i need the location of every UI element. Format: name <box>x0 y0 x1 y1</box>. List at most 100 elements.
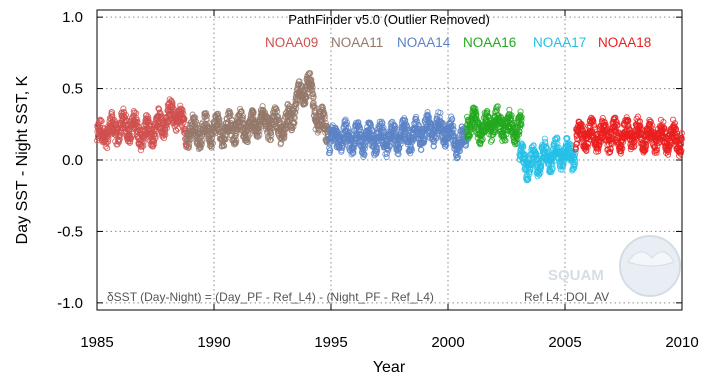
x-tick-label: 1990 <box>197 334 230 351</box>
data-point <box>208 143 215 150</box>
data-point <box>267 136 274 143</box>
data-point <box>244 139 251 146</box>
data-point <box>631 142 638 149</box>
data-point <box>321 115 328 123</box>
data-point <box>277 139 285 146</box>
squam-noaa-logo: SQUAM <box>548 235 681 297</box>
data-point <box>162 128 169 135</box>
data-point <box>309 87 316 94</box>
data-point <box>293 100 300 107</box>
data-point <box>661 125 668 132</box>
data-point <box>134 119 141 126</box>
data-point <box>307 70 314 77</box>
data-point <box>238 108 245 115</box>
data-point <box>143 111 150 119</box>
data-point <box>678 140 685 147</box>
data-point <box>479 136 486 143</box>
legend-entry-noaa18: NOAA18 <box>598 35 651 50</box>
data-point <box>396 144 403 152</box>
data-point <box>660 118 667 126</box>
data-point <box>199 137 206 144</box>
data-point <box>671 120 678 127</box>
data-point <box>618 144 625 151</box>
axis-ticks: 1985 1990 1995 2000 2005 2010 -1.0 -0.5 0.0 0.5 1.… <box>57 9 699 351</box>
data-point <box>290 120 298 127</box>
data-point <box>191 117 198 124</box>
data-point <box>418 146 425 153</box>
data-point <box>506 106 513 113</box>
data-point <box>310 90 317 98</box>
data-point <box>134 116 141 124</box>
data-point <box>430 143 437 150</box>
data-point <box>198 140 205 147</box>
series-noaa09 <box>94 96 191 154</box>
legend-entry-noaa16: NOAA16 <box>463 35 516 50</box>
data-point <box>145 115 152 122</box>
data-point <box>522 155 529 162</box>
data-point <box>653 149 660 156</box>
data-point <box>678 147 685 154</box>
data-point <box>127 138 134 145</box>
data-point <box>203 112 210 119</box>
data-point <box>105 138 112 145</box>
data-point <box>215 113 222 120</box>
data-point <box>472 105 479 112</box>
data-point <box>290 123 297 130</box>
data-point <box>595 148 602 155</box>
legend: NOAA09 NOAA11 NOAA14 NOAA16 NOAA17 NOAA18 <box>265 35 651 50</box>
data-point <box>186 140 193 147</box>
data-point <box>102 143 109 150</box>
data-point <box>584 144 591 151</box>
data-point <box>472 108 479 115</box>
y-tick-label: -1.0 <box>57 295 83 312</box>
data-point <box>350 149 357 156</box>
data-point <box>309 81 316 88</box>
data-point <box>322 119 329 126</box>
legend-entry-noaa17: NOAA17 <box>533 35 586 50</box>
series-noaa17 <box>516 134 579 184</box>
data-point <box>372 148 379 155</box>
series-noaa11 <box>184 70 332 153</box>
data-point <box>259 103 266 110</box>
x-tick-label: 2010 <box>665 334 698 351</box>
data-point <box>524 160 531 167</box>
data-point <box>140 142 147 149</box>
data-point <box>674 130 681 137</box>
data-point <box>309 84 316 91</box>
data-point <box>661 128 668 135</box>
legend-entry-noaa09: NOAA09 <box>265 35 318 50</box>
data-point <box>503 131 510 138</box>
data-point <box>596 140 603 147</box>
data-point <box>579 122 586 129</box>
data-point <box>618 142 625 149</box>
data-point <box>572 159 579 166</box>
data-point <box>462 140 469 147</box>
data-point <box>541 135 548 142</box>
data-point <box>549 165 556 172</box>
data-point <box>397 141 404 148</box>
logo-label: SQUAM <box>548 267 604 284</box>
data-point <box>544 145 551 152</box>
y-axis-title: Day SST - Night SST, K <box>14 75 31 244</box>
data-point <box>641 144 649 151</box>
data-point <box>361 145 368 152</box>
data-point <box>244 136 251 143</box>
data-point <box>409 137 416 144</box>
data-point <box>226 110 234 117</box>
data-point <box>678 135 685 142</box>
data-point <box>568 145 575 152</box>
data-point <box>379 120 386 127</box>
data-point <box>115 139 122 146</box>
data-point <box>133 110 140 117</box>
data-point <box>380 124 387 131</box>
data-point <box>152 135 159 142</box>
data-point <box>160 135 168 142</box>
data-point <box>530 142 537 149</box>
data-point <box>647 118 654 125</box>
data-point <box>422 133 429 140</box>
chart-title: PathFinder v5.0 (Outlier Removed) <box>288 12 490 27</box>
y-tick-label: -0.5 <box>57 223 83 240</box>
data-point <box>326 149 333 156</box>
data-point <box>310 93 317 100</box>
data-point <box>239 112 246 119</box>
